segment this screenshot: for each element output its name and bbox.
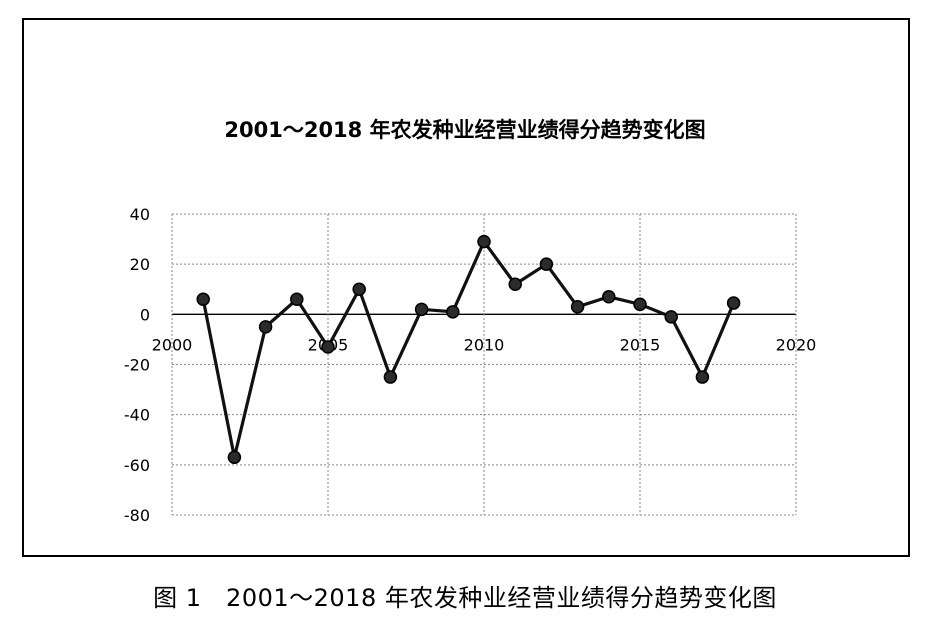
data-point: [227, 450, 242, 465]
x-tick-label: 2015: [620, 335, 661, 354]
data-point: [258, 320, 273, 334]
data-point: [446, 305, 460, 319]
y-tick-label: 40: [130, 205, 150, 224]
series-points: [196, 234, 741, 465]
x-tick-label: 2010: [464, 335, 505, 354]
data-point: [633, 297, 647, 312]
y-axis-tick-labels: 40 20 0 -20 -40 -60 -80: [124, 205, 150, 525]
chart-border: [22, 18, 910, 557]
chart-figure: 2001～2018 年农发种业经营业绩得分趋势变化图 40 20 0 -20 -40 -6…: [22, 18, 910, 557]
x-tick-label: 2020: [776, 335, 817, 354]
data-point: [508, 277, 522, 291]
data-point: [570, 300, 585, 314]
data-point: [539, 257, 554, 271]
data-point: [383, 370, 398, 384]
y-tick-label: -20: [124, 356, 150, 375]
grid-lines: [171, 213, 797, 516]
data-point: [726, 296, 741, 310]
y-tick-label: 20: [130, 255, 150, 274]
figure-caption: 图 1 2001～2018 年农发种业经营业绩得分趋势变化图: [153, 584, 777, 612]
data-point: [414, 302, 429, 317]
y-tick-label: 0: [140, 305, 150, 324]
data-point: [695, 370, 710, 384]
x-tick-label: 2000: [152, 335, 193, 354]
y-tick-label: -40: [124, 406, 150, 425]
chart-title: 2001～2018 年农发种业经营业绩得分趋势变化图: [224, 118, 705, 142]
data-point: [196, 292, 210, 307]
data-point: [602, 290, 616, 304]
data-point: [477, 234, 491, 249]
data-point: [664, 310, 678, 324]
x-axis-tick-labels: 20002005201020152020: [152, 335, 817, 354]
data-point: [352, 282, 366, 296]
data-point: [321, 340, 335, 354]
y-tick-label: -80: [124, 506, 150, 525]
y-tick-label: -60: [124, 456, 150, 475]
data-point: [290, 292, 304, 307]
